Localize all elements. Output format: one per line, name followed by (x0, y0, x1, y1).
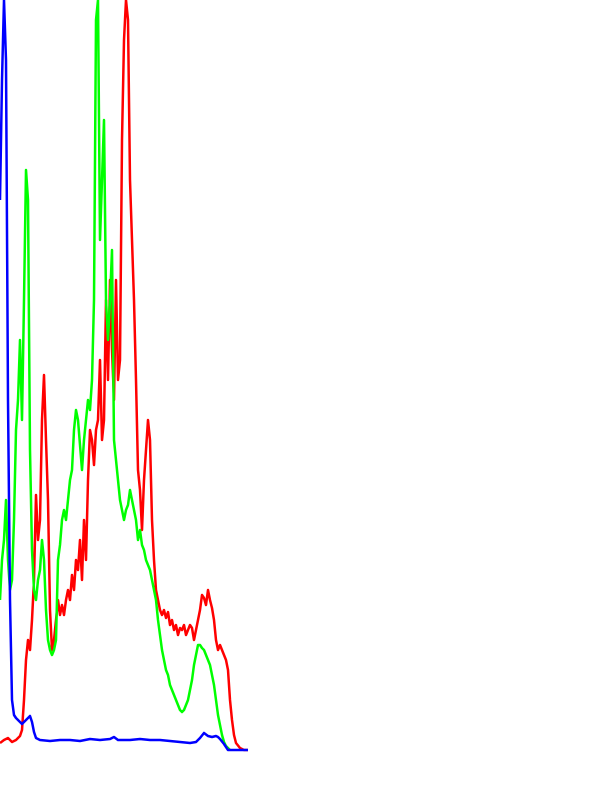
blue-channel-line (0, 0, 248, 752)
series-layer (0, 0, 248, 752)
red-channel-line (0, 0, 248, 752)
green-channel-line (0, 0, 231, 751)
